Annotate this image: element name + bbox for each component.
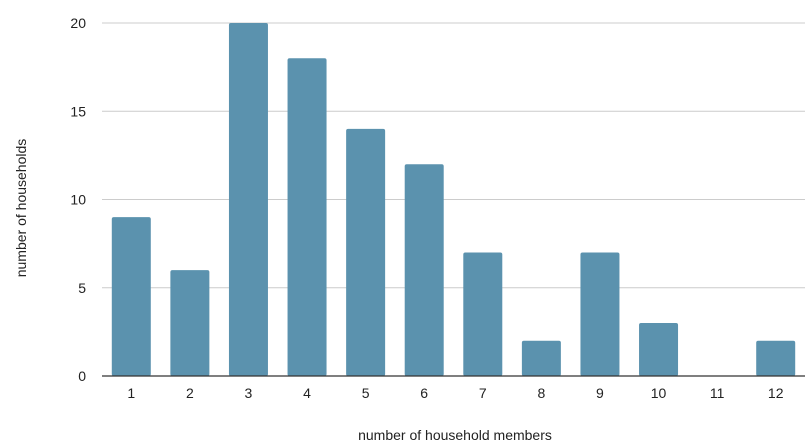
y-tick-labels: 0 5 10 15 20 — [70, 15, 86, 384]
bars — [111, 23, 796, 377]
x-tick-label: 5 — [362, 385, 370, 401]
x-tick-labels: 1 2 3 4 5 6 7 8 9 10 11 12 — [127, 385, 783, 401]
bar-9 — [580, 252, 620, 376]
y-tick-label: 0 — [78, 368, 86, 384]
bar-3 — [228, 23, 268, 376]
x-tick-label: 9 — [596, 385, 604, 401]
y-tick-label: 5 — [78, 280, 86, 296]
x-tick-label: 8 — [537, 385, 545, 401]
bar-1 — [111, 217, 151, 376]
bar-2 — [170, 270, 210, 376]
y-tick-label: 10 — [70, 192, 86, 208]
x-tick-label: 11 — [710, 385, 725, 401]
bar-4 — [287, 58, 327, 377]
bar-8 — [521, 340, 561, 376]
bar-5 — [346, 128, 386, 376]
bar-10 — [639, 323, 679, 376]
x-tick-label: 10 — [651, 385, 667, 401]
y-axis-title: number of households — [13, 139, 29, 278]
x-tick-label: 6 — [420, 385, 428, 401]
x-tick-label: 4 — [303, 385, 311, 401]
x-tick-label: 7 — [479, 385, 487, 401]
y-tick-label: 15 — [70, 103, 86, 119]
gridlines — [102, 22, 805, 289]
y-tick-label: 20 — [70, 15, 86, 31]
x-axis-title: number of household members — [358, 427, 552, 443]
bar-7 — [463, 252, 503, 376]
x-tick-label: 1 — [127, 385, 135, 401]
bar-12 — [756, 340, 796, 376]
x-tick-label: 12 — [768, 385, 784, 401]
x-tick-label: 2 — [186, 385, 194, 401]
x-tick-label: 3 — [245, 385, 253, 401]
bar-6 — [404, 164, 444, 376]
